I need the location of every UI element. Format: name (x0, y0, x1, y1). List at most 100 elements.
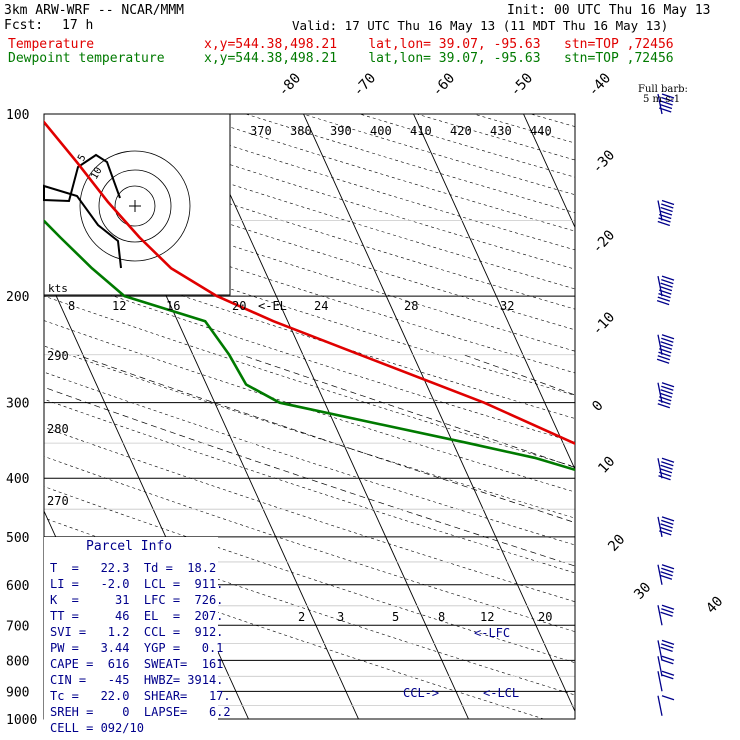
barb-flag (660, 571, 673, 577)
isotherm-line (413, 114, 575, 471)
barb-shaft (657, 93, 663, 115)
temperature-legend: Temperature (8, 37, 95, 52)
barb-flag (661, 655, 675, 661)
parcel-row: PW = 3.44 YGP = 0.1 (50, 641, 224, 655)
parcel-info-title: Parcel Info (86, 539, 173, 554)
barb-flag (660, 206, 673, 213)
dry-adiabat (44, 550, 544, 719)
isotherm-label: -40 (585, 70, 614, 99)
level-label: CCL-> (403, 686, 439, 700)
barb-flag (661, 278, 674, 285)
theta-label: 280 (47, 422, 69, 436)
barb-shaft (657, 671, 663, 692)
theta-e-label: 16 (166, 299, 180, 313)
barb-flag (658, 471, 672, 477)
barb-flag (656, 299, 670, 306)
barb-flag (660, 646, 673, 653)
isotherm-label: -20 (589, 227, 618, 256)
wind-barb (657, 457, 675, 481)
theta-label: 370 (250, 124, 272, 138)
isotherm-label: 20 (605, 531, 628, 554)
pressure-label: 300 (6, 397, 29, 412)
barb-flag (659, 285, 673, 292)
barb-shaft (657, 200, 663, 221)
mixing-ratio-label: 8 (438, 610, 445, 624)
pressure-label: 800 (6, 654, 29, 669)
pressure-label: 200 (6, 290, 29, 305)
barb-flag (659, 392, 673, 398)
barb-shaft (657, 516, 663, 538)
theta-label: 420 (450, 124, 472, 138)
barb-flag (661, 659, 674, 665)
dewpoint-location: x,y=544.38,498.21 lat,lon= 39.07, -95.63… (204, 51, 674, 66)
theta-label: 400 (370, 124, 392, 138)
sounding-profiles (44, 120, 575, 472)
hodograph-trace (43, 153, 122, 269)
temperature-line (44, 120, 575, 446)
pressure-label: 700 (6, 619, 29, 634)
isotherm-label: -70 (350, 70, 379, 99)
wind-barb (657, 564, 675, 585)
barb-flag (658, 351, 671, 357)
wind-barb (657, 655, 675, 677)
wind-key-title: Full barb: (638, 84, 688, 95)
hodograph-ring (98, 169, 172, 243)
hodograph-ring-label: 5 (76, 153, 89, 164)
wind-key-value: 5 m s-1 (643, 94, 681, 105)
wind-barb (657, 382, 675, 409)
barb-flag (658, 396, 672, 402)
mixing-ratio-label: 12 (480, 610, 494, 624)
hodograph-inset: kts 510 (43, 113, 231, 296)
mixing-ratio-label: 20 (538, 610, 552, 624)
barb-flag (659, 210, 673, 216)
barb-flag (657, 403, 671, 409)
barb-flag (658, 475, 671, 481)
dry-adiabat (44, 398, 575, 574)
barb-flag (661, 608, 674, 614)
barb-flag (658, 292, 671, 299)
barb-shaft (657, 640, 663, 661)
barb-shaft (657, 564, 663, 585)
pressure-label: 400 (6, 472, 29, 487)
parcel-row: SREH = 0 LAPSE= 6.2 (50, 705, 231, 719)
hodograph-ring (114, 185, 156, 227)
theta-label: 270 (47, 494, 69, 508)
barb-flag (658, 213, 672, 220)
barb-flag (657, 355, 671, 361)
barb-shaft (657, 695, 663, 716)
barb-flag (658, 289, 672, 295)
dry-adiabat (530, 114, 575, 127)
dewpoint-legend: Dewpoint temperature (8, 51, 165, 66)
barb-flag (661, 96, 674, 103)
barb-flag (661, 519, 674, 526)
parcel-row: Tc = 22.0 SHEAR= 17. (50, 689, 231, 703)
barb-flag (661, 461, 674, 467)
barb-flag (661, 203, 674, 209)
wind-barb (656, 334, 675, 364)
barb-flag (661, 604, 675, 610)
barb-flag (661, 564, 675, 570)
theta-label: 410 (410, 124, 432, 138)
moist-adiabat (44, 386, 575, 567)
fcst-label: Fcst: (4, 18, 44, 33)
barb-shaft (657, 382, 663, 403)
dewpoint-line (44, 219, 575, 472)
level-label: <-LCL (483, 686, 519, 700)
isotherm-label: 30 (631, 579, 654, 602)
barb-flag (660, 341, 673, 347)
dry-adiabat (44, 371, 575, 546)
fcst-value: 17 h (62, 18, 94, 33)
barb-flag (661, 695, 675, 701)
isotherm-label: -30 (589, 147, 618, 176)
hodograph-center (129, 200, 141, 212)
isotherm-label: -60 (429, 70, 458, 99)
parcel-row: CELL = 092/10 (50, 721, 144, 735)
barb-flag (661, 337, 674, 343)
dry-adiabat (44, 345, 575, 519)
barb-flag (661, 674, 674, 680)
barb-flag (661, 334, 675, 340)
hodograph-ring-label: 10 (89, 166, 105, 182)
barb-shaft (657, 275, 663, 297)
barb-flag (657, 296, 671, 302)
mixing-ratio-label: 5 (392, 610, 399, 624)
